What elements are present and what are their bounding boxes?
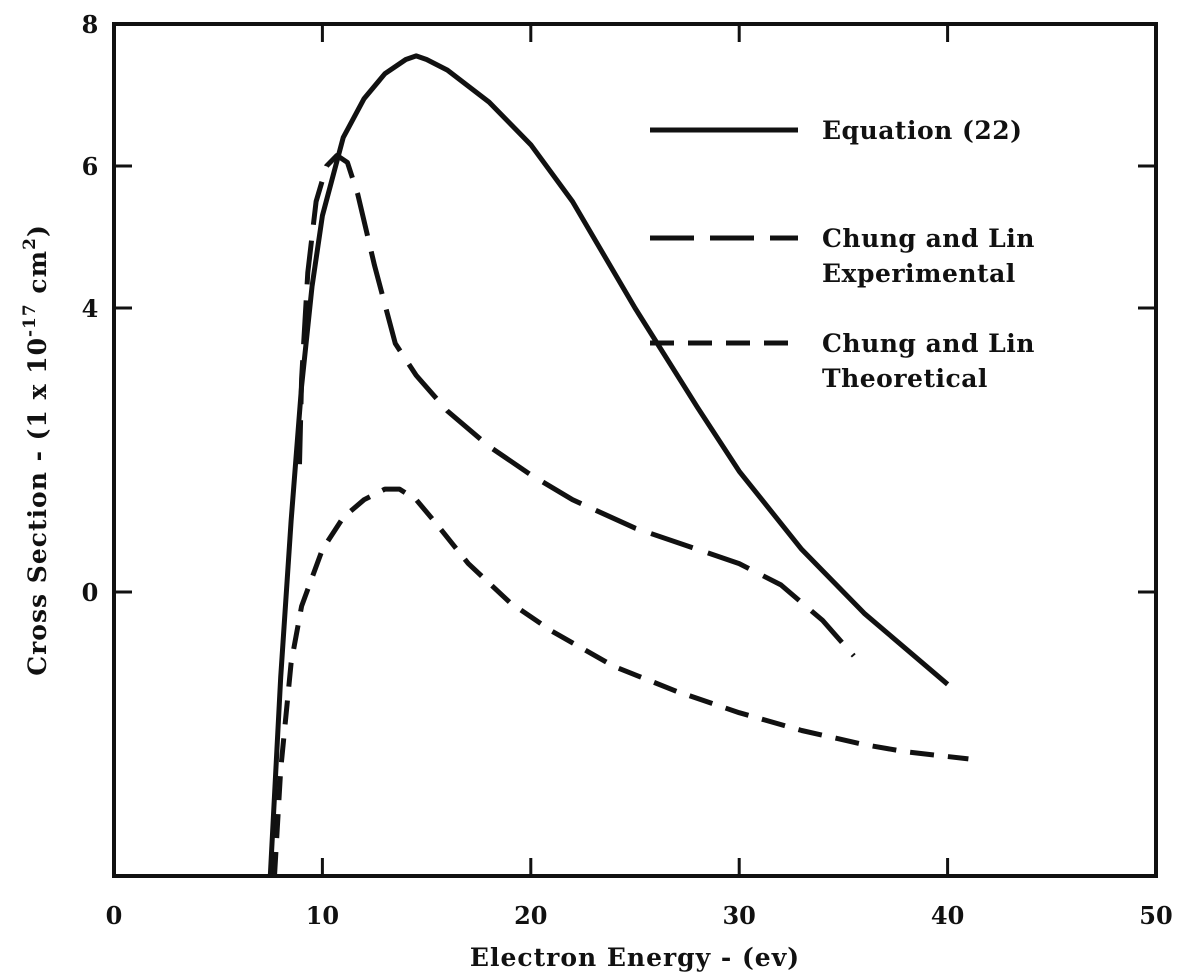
series-line-1 [267,53,950,877]
y-axis-label-unit-exponent: 2 [20,237,40,250]
legend-label-line: Chung and Lin [822,224,1035,253]
legend-label-line: Equation (22) [822,116,1022,145]
legend-label: Chung and Lin Experimental [822,224,1035,288]
x-axis-label: Electron Energy - (ev) [470,943,800,972]
x-tick-label: 30 [722,901,755,930]
y-axis-label-close: ) [23,224,52,237]
y-axis-label-unit: cm [23,250,52,303]
legend-label-line: Chung and Lin [822,329,1035,358]
y-tick-label: 4 [82,294,99,323]
plot-frame [112,22,1158,878]
legend-label-line: Experimental [822,259,1016,288]
axis-ticks [114,24,1156,876]
x-tick-labels: 0 10 20 30 40 50 [106,901,1173,930]
y-tick-labels: 0 4 6 8 [82,10,99,607]
series-line-2 [297,152,856,658]
legend-label: Equation (22) [822,116,1022,145]
x-tick-label: 20 [514,901,547,930]
series-line-3 [272,486,969,877]
x-tick-label: 0 [106,901,123,930]
legend-label-line: Theoretical [822,364,988,393]
y-axis-label-main: Cross Section - (1 x 10 [23,337,52,676]
y-axis-label-exponent: -17 [20,303,40,337]
y-axis-label: Cross Section - (1 x 10-17 cm2) [20,224,52,676]
y-tick-label: 0 [82,578,99,607]
x-tick-label: 40 [931,901,964,930]
x-tick-label: 50 [1139,901,1172,930]
series-lines [267,53,969,877]
y-tick-label: 6 [82,152,99,181]
x-tick-label: 10 [306,901,339,930]
legend: Equation (22)Chung and Lin ExperimentalCh… [650,116,1035,393]
legend-label: Chung and Lin Theoretical [822,329,1035,393]
y-tick-label: 8 [82,10,99,39]
